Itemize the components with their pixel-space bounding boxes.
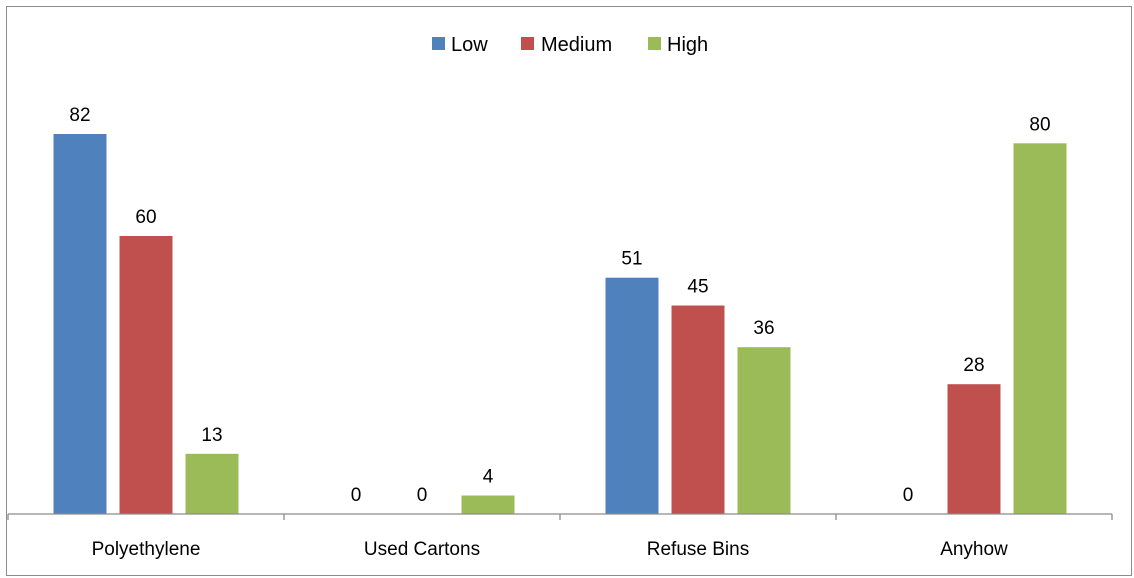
data-label-refuse-bins-low: 51 bbox=[621, 249, 642, 270]
data-label-anyhow-low: 0 bbox=[903, 485, 914, 506]
category-label-anyhow: Anyhow bbox=[940, 539, 1008, 560]
legend-swatch-high bbox=[648, 37, 661, 50]
data-label-refuse-bins-medium: 45 bbox=[687, 277, 708, 298]
category-label-used-cartons: Used Cartons bbox=[364, 539, 480, 560]
x-axis-category-labels: Polyethylene Used Cartons Refuse Bins Anyho… bbox=[92, 539, 1008, 560]
data-label-polyethylene-low: 82 bbox=[69, 105, 90, 126]
bar-anyhow-high bbox=[1013, 143, 1067, 515]
legend-swatch-low bbox=[432, 37, 445, 50]
data-label-refuse-bins-high: 36 bbox=[753, 318, 774, 339]
bar-polyethylene-low bbox=[53, 134, 107, 514]
legend-label-high: High bbox=[667, 34, 708, 56]
legend-label-low: Low bbox=[451, 34, 488, 56]
data-label-used-cartons-low: 0 bbox=[351, 485, 362, 506]
data-label-polyethylene-high: 13 bbox=[201, 425, 222, 446]
bar-refuse-bins-medium bbox=[671, 305, 725, 514]
bar-anyhow-medium bbox=[947, 384, 1001, 514]
data-labels-group: 82 60 13 0 0 4 51 45 36 0 28 80 bbox=[69, 105, 1050, 506]
bar-refuse-bins-low bbox=[605, 277, 659, 514]
data-label-anyhow-medium: 28 bbox=[963, 355, 984, 376]
chart-legend: Low Medium High bbox=[432, 34, 708, 56]
data-label-used-cartons-medium: 0 bbox=[417, 485, 428, 506]
x-axis-ticks bbox=[7, 514, 1113, 520]
data-label-anyhow-high: 80 bbox=[1029, 114, 1050, 135]
legend-label-medium: Medium bbox=[541, 34, 612, 56]
category-label-refuse-bins: Refuse Bins bbox=[647, 539, 749, 560]
bar-polyethylene-high bbox=[185, 453, 239, 514]
bars-group bbox=[53, 134, 1067, 515]
bar-refuse-bins-high bbox=[737, 347, 791, 514]
bar-polyethylene-medium bbox=[119, 236, 173, 514]
legend-swatch-medium bbox=[521, 37, 534, 50]
bar-used-cartons-high bbox=[461, 495, 515, 514]
data-label-used-cartons-high: 4 bbox=[483, 467, 494, 488]
category-label-polyethylene: Polyethylene bbox=[92, 539, 201, 560]
data-label-polyethylene-medium: 60 bbox=[135, 207, 156, 228]
